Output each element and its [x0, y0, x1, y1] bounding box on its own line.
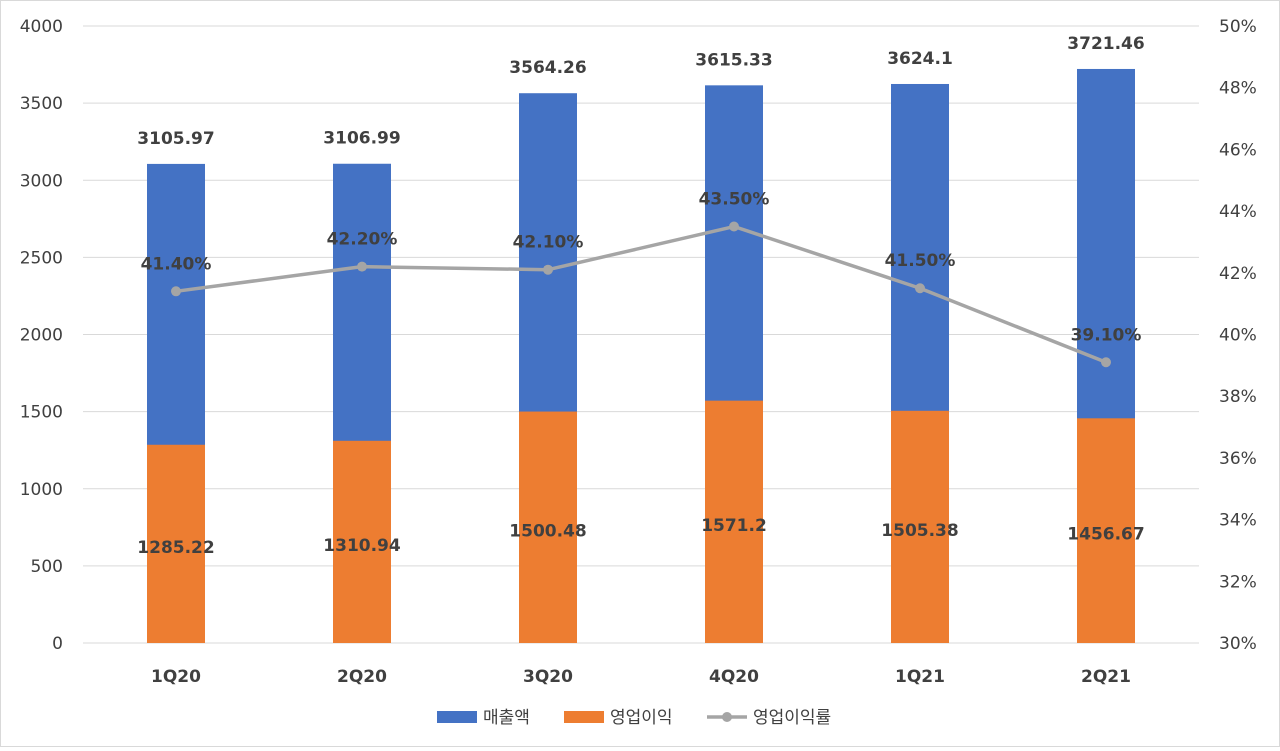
y2-tick-label: 38% [1219, 387, 1257, 407]
bar-operating-profit [333, 440, 391, 643]
x-tick-label: 2Q21 [1081, 667, 1131, 687]
y-tick-label: 2000 [20, 326, 63, 346]
bar-operating-profit [891, 410, 949, 643]
operating-margin-data-label: 43.50% [699, 190, 770, 210]
y2-tick-label: 36% [1219, 449, 1257, 469]
legend-swatch-operating-profit [564, 711, 604, 723]
y-tick-label: 500 [31, 557, 63, 577]
operating-margin-point [357, 261, 367, 272]
operating-margin-data-label: 42.10% [513, 233, 584, 253]
x-tick-label: 3Q20 [523, 667, 573, 687]
operating-margin-point [543, 264, 553, 275]
y2-tick-label: 32% [1219, 572, 1257, 592]
y2-tick-label: 42% [1219, 264, 1257, 284]
y2-tick-label: 40% [1219, 326, 1257, 346]
x-tick-label: 1Q21 [895, 667, 945, 687]
operating-margin-point [171, 286, 181, 297]
bar-operating-profit [147, 444, 205, 643]
operating-profit-data-label: 1310.94 [323, 536, 401, 556]
y-tick-label: 1500 [20, 403, 63, 423]
sales-data-label: 3105.97 [137, 129, 214, 149]
y2-tick-label: 48% [1219, 79, 1257, 99]
operating-margin-data-label: 39.10% [1071, 325, 1142, 345]
operating-profit-data-label: 1285.22 [137, 538, 214, 558]
operating-margin-data-label: 41.40% [141, 254, 212, 274]
y2-tick-label: 34% [1219, 511, 1257, 531]
x-tick-label: 1Q20 [151, 667, 201, 687]
y2-tick-label: 46% [1219, 140, 1257, 160]
y-tick-label: 3500 [20, 94, 63, 114]
operating-profit-data-label: 1571.2 [701, 516, 767, 536]
operating-margin-point [915, 283, 925, 294]
operating-profit-data-label: 1456.67 [1067, 525, 1144, 545]
sales-data-label: 3721.46 [1067, 34, 1144, 54]
operating-profit-data-label: 1500.48 [509, 521, 586, 541]
legend-swatch-sales [437, 711, 477, 723]
x-tick-label: 2Q20 [337, 667, 387, 687]
bar-operating-profit [705, 400, 763, 643]
legend-label-operating-margin: 영업이익률 [753, 708, 831, 728]
y-tick-label: 0 [52, 634, 63, 654]
sales-data-label: 3106.99 [323, 129, 400, 149]
operating-margin-data-label: 42.20% [327, 230, 398, 250]
y-tick-label: 1000 [20, 480, 63, 500]
operating-margin-data-label: 41.50% [885, 251, 956, 271]
operating-profit-data-label: 1505.38 [881, 521, 958, 541]
y2-tick-label: 44% [1219, 202, 1257, 222]
operating-margin-point [729, 221, 739, 232]
legend-label-operating-profit: 영업이익 [610, 708, 673, 728]
y-tick-label: 4000 [20, 17, 63, 37]
legend-label-sales: 매출액 [483, 708, 530, 728]
sales-data-label: 3564.26 [509, 58, 586, 78]
bar-operating-profit [1077, 418, 1135, 643]
y2-tick-label: 50% [1219, 17, 1257, 37]
bar-operating-profit [519, 411, 577, 643]
y-tick-label: 3000 [20, 171, 63, 191]
y2-tick-label: 30% [1219, 634, 1257, 654]
sales-data-label: 3624.1 [887, 49, 953, 69]
operating-margin-line [175, 224, 1107, 364]
x-tick-label: 4Q20 [709, 667, 759, 687]
legend-marker-operating-margin [722, 712, 732, 722]
sales-data-label: 3615.33 [695, 50, 772, 70]
operating-margin-point [1101, 357, 1111, 368]
y-tick-label: 2500 [20, 248, 63, 268]
